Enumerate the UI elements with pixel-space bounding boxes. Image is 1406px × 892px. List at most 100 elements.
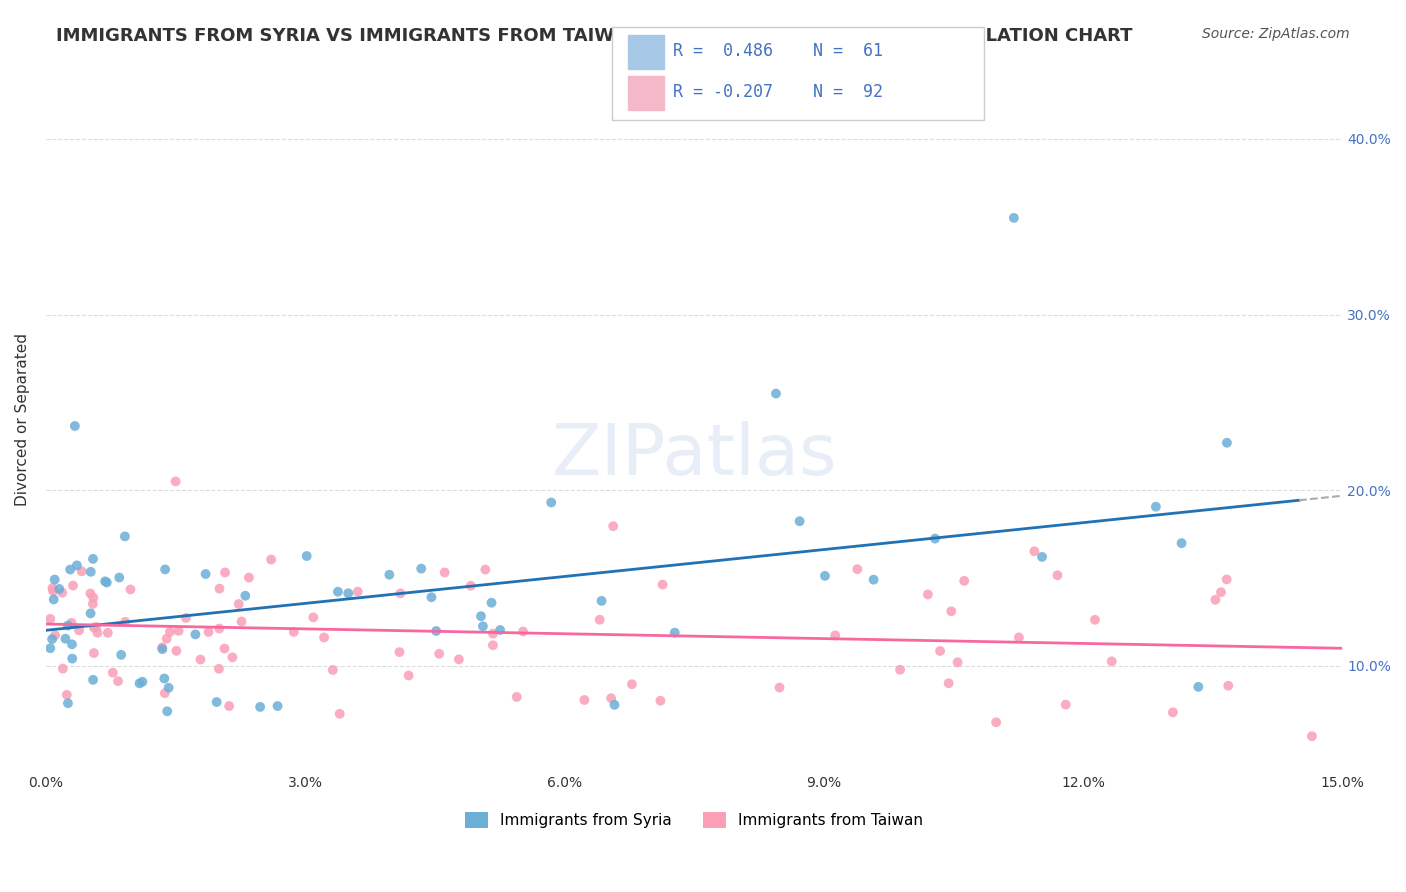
Point [62,578,84,592]
Point [197,625,219,640]
Point [79,607,101,621]
Point [591,594,613,608]
Point [1054,698,1077,712]
Point [86,625,108,640]
Point [128,676,150,690]
Point [540,495,562,509]
Point [1187,680,1209,694]
Point [460,579,482,593]
Point [1301,729,1323,743]
Point [233,589,256,603]
Point [471,619,494,633]
Point [83,621,105,635]
Point [39,641,62,656]
Point [96,575,118,590]
Point [953,574,976,588]
Point [101,665,124,680]
Point [420,591,443,605]
Point [1046,568,1069,582]
Point [44,628,66,642]
Point [42,592,65,607]
Point [153,686,176,700]
Point [82,552,104,566]
Point [208,582,231,596]
Point [1144,500,1167,514]
Point [150,642,173,657]
Point [589,613,612,627]
Point [231,615,253,629]
Point [651,577,673,591]
Point [131,674,153,689]
Point [481,596,503,610]
Point [82,591,104,605]
Text: Source: ZipAtlas.com: Source: ZipAtlas.com [1202,27,1350,41]
Point [238,571,260,585]
Point [156,704,179,718]
Point [765,386,787,401]
Point [337,586,360,600]
Y-axis label: Divorced or Separated: Divorced or Separated [15,334,30,507]
Point [156,632,179,646]
Point [512,624,534,639]
Point [60,651,83,665]
Point [41,581,63,595]
Point [60,637,83,651]
Point [946,655,969,669]
Point [1031,549,1053,564]
Point [889,663,911,677]
Point [574,693,596,707]
Point [1170,536,1192,550]
Point [82,597,104,611]
Point [184,627,207,641]
Point [470,609,492,624]
Point [159,624,181,639]
Point [789,514,811,528]
Point [44,573,66,587]
Point [1101,654,1123,668]
Point [1216,435,1239,450]
Point [70,564,93,578]
Point [56,696,79,710]
Point [1204,592,1226,607]
Point [214,566,236,580]
Point [52,662,75,676]
Point [1218,679,1240,693]
Point [63,419,86,434]
Point [411,561,433,575]
Point [157,681,180,695]
Point [1002,211,1025,225]
Point [924,532,946,546]
Point [620,677,643,691]
Point [984,715,1007,730]
Point [97,625,120,640]
Point [650,694,672,708]
Point [39,612,62,626]
Point [388,645,411,659]
Point [94,574,117,589]
Point [51,586,73,600]
Point [120,582,142,597]
Point [83,646,105,660]
Point [56,688,79,702]
Point [326,584,349,599]
Point [447,652,470,666]
Point [56,618,79,632]
Point [79,586,101,600]
Point [346,584,368,599]
Point [41,632,63,646]
Point [266,699,288,714]
Point [249,700,271,714]
Point [153,672,176,686]
Point [205,695,228,709]
Point [150,640,173,655]
Point [165,475,187,489]
Point [48,582,70,596]
Legend: Immigrants from Syria, Immigrants from Taiwan: Immigrants from Syria, Immigrants from T… [460,805,929,834]
Point [42,584,65,599]
Point [938,676,960,690]
Text: R = -0.207    N =  92: R = -0.207 N = 92 [673,83,883,101]
Point [917,587,939,601]
Point [322,663,344,677]
Point [482,626,505,640]
Point [482,638,505,652]
